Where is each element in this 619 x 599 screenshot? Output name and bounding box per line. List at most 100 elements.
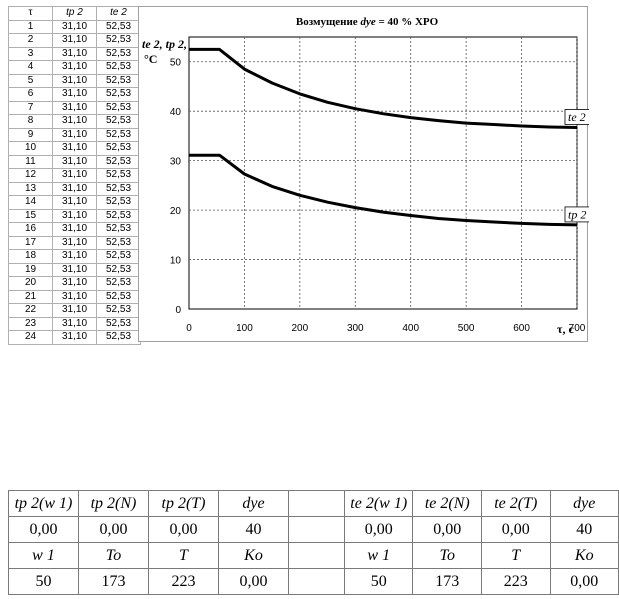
param-value[interactable]: 50 — [8, 568, 79, 595]
param-value[interactable]: 173 — [412, 568, 483, 595]
tp2-cell: 31,10 — [52, 87, 97, 102]
data-table: τ tp 2 te 2 1 31,10 52,53 2 31,10 52,53 3 31,10… — [8, 6, 141, 345]
param-value[interactable]: 0,00 — [481, 516, 551, 543]
param-row: 50 173 223 0,00 — [343, 568, 619, 595]
param-label: To — [412, 542, 483, 569]
table-row: 7 31,10 52,53 — [8, 100, 141, 115]
series-label-box — [564, 109, 589, 125]
te2-cell: 52,53 — [96, 316, 141, 331]
tp2-cell: 31,10 — [52, 114, 97, 129]
tp2-cell: 31,10 — [52, 208, 97, 223]
param-value[interactable]: 0,00 — [549, 568, 619, 595]
param-value[interactable]: 40 — [218, 516, 289, 543]
chart-title-prefix: Возмущение — [296, 16, 361, 28]
tp2-cell: 31,10 — [52, 276, 97, 291]
param-label: tp 2(T) — [148, 490, 219, 517]
param-label: tp 2(w 1) — [8, 490, 79, 517]
tp2-cell: 31,10 — [52, 127, 97, 142]
te2-parameter-table: te 2(w 1) te 2(N) te 2(T) dye 0,00 0,00 … — [343, 490, 619, 595]
param-value[interactable]: 223 — [148, 568, 219, 595]
param-value[interactable]: 0,00 — [343, 516, 414, 543]
tau-cell: 20 — [8, 276, 53, 291]
param-value[interactable]: 223 — [481, 568, 551, 595]
tp2-cell: 31,10 — [52, 330, 97, 345]
tau-cell: 16 — [8, 222, 53, 237]
table-row: 21 31,10 52,53 — [8, 289, 141, 304]
param-value[interactable]: 0,00 — [78, 516, 149, 543]
series-labels: te 2 tp 2 — [564, 109, 589, 223]
param-value[interactable]: 0,00 — [148, 516, 219, 543]
te2-cell: 52,53 — [96, 127, 141, 142]
chart-title: Возмущение dye = 40 % ХРО — [296, 16, 439, 28]
series-label-box — [564, 206, 589, 223]
column-header-tp2: tp 2 — [52, 6, 97, 21]
te2-cell: 52,53 — [96, 154, 141, 169]
param-value[interactable]: 0,00 — [8, 516, 79, 543]
param-row: tp 2(w 1) tp 2(N) tp 2(T) dye — [8, 490, 357, 517]
param-row: 0,00 0,00 0,00 40 — [343, 516, 619, 543]
table-row: 19 31,10 52,53 — [8, 262, 141, 277]
chart-area: 0 10 20 30 40 50 0 100 200 300 400 500 600 700 Возму… — [138, 6, 589, 342]
table-row: 4 31,10 52,53 — [8, 60, 141, 75]
te2-cell: 52,53 — [96, 114, 141, 129]
x-tick-label: 400 — [402, 323, 419, 334]
tp2-cell: 31,10 — [52, 60, 97, 75]
tau-cell: 8 — [8, 114, 53, 129]
tau-cell: 7 — [8, 100, 53, 115]
tp2-cell: 31,10 — [52, 303, 97, 318]
te2-cell: 52,53 — [96, 87, 141, 102]
table-row: 17 31,10 52,53 — [8, 235, 141, 250]
te2-cell: 52,53 — [96, 100, 141, 115]
tau-cell: 21 — [8, 289, 53, 304]
param-label: T — [481, 542, 551, 569]
te2-cell: 52,53 — [96, 141, 141, 156]
table-row: 24 31,10 52,53 — [8, 330, 141, 345]
te2-cell: 52,53 — [96, 181, 141, 196]
tp2-cell: 31,10 — [52, 19, 97, 34]
column-header-te2: te 2 — [96, 6, 141, 21]
te2-cell: 52,53 — [96, 208, 141, 223]
x-tick-label: 100 — [236, 323, 253, 334]
tp2-cell: 31,10 — [52, 235, 97, 250]
y-axis-label: te 2, tp 2, — [142, 37, 187, 51]
te2-cell: 52,53 — [96, 73, 141, 88]
te2-cell: 52,53 — [96, 46, 141, 61]
param-label: te 2(w 1) — [343, 490, 414, 517]
y-tick-label: 40 — [170, 107, 182, 118]
x-tick-label: 500 — [458, 323, 475, 334]
table-row: 16 31,10 52,53 — [8, 222, 141, 237]
param-row: 50 173 223 0,00 — [8, 568, 357, 595]
param-label: w 1 — [343, 542, 414, 569]
table-row: 15 31,10 52,53 — [8, 208, 141, 223]
param-value[interactable]: 50 — [343, 568, 414, 595]
param-value[interactable]: 173 — [78, 568, 149, 595]
param-value[interactable]: 40 — [549, 516, 619, 543]
series-line-tp2 — [189, 153, 578, 227]
te2-cell: 52,53 — [96, 60, 141, 75]
table-row: 14 31,10 52,53 — [8, 195, 141, 210]
table-row: 20 31,10 52,53 — [8, 276, 141, 291]
tau-cell: 4 — [8, 60, 53, 75]
param-label: w 1 — [8, 542, 79, 569]
tau-cell: 3 — [8, 46, 53, 61]
y-tick-label: 20 — [170, 206, 182, 217]
tp2-cell: 31,10 — [52, 73, 97, 88]
tp2-cell: 31,10 — [52, 100, 97, 115]
temperature-chart: 0 10 20 30 40 50 0 100 200 300 400 500 600 700 Возму… — [142, 16, 589, 336]
table-row: 18 31,10 52,53 — [8, 249, 141, 264]
table-row: 6 31,10 52,53 — [8, 87, 141, 102]
table-row: 13 31,10 52,53 — [8, 181, 141, 196]
tau-cell: 15 — [8, 208, 53, 223]
chart-title-suffix: = 40 % ХРО — [376, 16, 439, 28]
param-value[interactable]: 0,00 — [218, 568, 289, 595]
series-label: te 2 — [568, 110, 586, 124]
param-row: w 1 To T Ko — [343, 542, 619, 569]
grid — [188, 36, 578, 310]
table-row: 11 31,10 52,53 — [8, 154, 141, 169]
param-value[interactable]: 0,00 — [412, 516, 483, 543]
te2-cell: 52,53 — [96, 289, 141, 304]
x-tick-label: 200 — [292, 323, 309, 334]
param-label: T — [148, 542, 219, 569]
x-tick-label: 300 — [347, 323, 364, 334]
plot-border — [188, 36, 578, 310]
